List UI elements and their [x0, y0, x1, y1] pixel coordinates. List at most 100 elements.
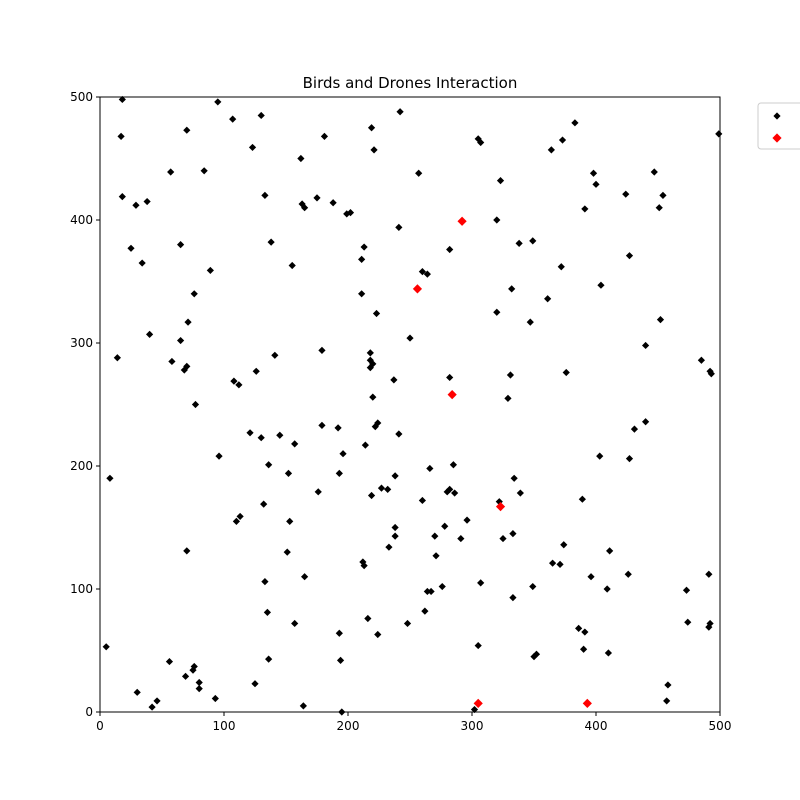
bird-point	[113, 354, 121, 362]
bird-point	[215, 452, 223, 460]
bird-point	[369, 360, 377, 368]
bird-point	[706, 367, 714, 375]
bird-point	[441, 522, 449, 530]
bird-point	[421, 607, 429, 615]
legend-marker	[772, 133, 782, 143]
bird-point	[426, 464, 434, 473]
bird-point	[291, 619, 299, 628]
bird-point	[261, 578, 269, 586]
bird-point	[229, 115, 237, 123]
bird-point	[191, 400, 200, 409]
bird-point	[318, 421, 326, 430]
bird-point	[301, 204, 309, 212]
bird-point	[374, 419, 382, 427]
bird-point	[276, 431, 284, 439]
bird-point	[470, 705, 479, 714]
bird-point	[263, 608, 271, 616]
bird-point	[320, 132, 329, 140]
bird-point	[369, 393, 377, 401]
bird-point	[180, 366, 188, 374]
drone-point	[495, 501, 506, 512]
bird-point	[684, 618, 692, 626]
bird-point	[664, 681, 672, 689]
bird-point	[396, 108, 404, 116]
y-tick-label: 400	[70, 213, 93, 227]
bird-point	[102, 643, 110, 651]
bird-point	[529, 237, 537, 245]
bird-point	[251, 680, 259, 688]
bird-point	[211, 694, 219, 703]
bird-point	[496, 177, 505, 185]
bird-point	[581, 628, 589, 636]
bird-point	[650, 168, 658, 176]
bird-point	[284, 469, 293, 477]
drone-point	[412, 284, 423, 294]
bird-point	[360, 562, 368, 570]
points-layer	[102, 95, 723, 716]
bird-point	[547, 146, 555, 154]
bird-point	[509, 530, 517, 538]
bird-point	[395, 223, 403, 231]
bird-point	[549, 559, 557, 567]
bird-point	[177, 241, 185, 249]
bird-point	[371, 423, 379, 431]
bird-point	[336, 656, 345, 664]
bird-point	[313, 194, 321, 202]
bird-point	[625, 455, 634, 463]
bird-point	[184, 318, 192, 326]
plot-area-frame	[99, 96, 721, 713]
bird-point	[581, 205, 589, 213]
bird-point	[516, 489, 524, 497]
bird-point	[625, 252, 634, 260]
bird-point	[346, 209, 355, 217]
bird-point	[477, 579, 485, 587]
bird-point	[236, 512, 244, 521]
bird-point	[556, 560, 564, 568]
bird-point	[530, 653, 538, 661]
bird-point	[603, 585, 611, 593]
bird-point	[604, 649, 612, 657]
bird-point	[406, 334, 414, 342]
bird-point	[562, 368, 570, 377]
bird-point	[457, 534, 465, 543]
bird-point	[526, 318, 534, 326]
bird-point	[372, 309, 381, 318]
bird-point	[384, 485, 392, 493]
bird-point	[335, 629, 343, 637]
bird-point	[265, 655, 273, 663]
bird-point	[587, 573, 595, 581]
bird-point	[697, 356, 705, 364]
bird-point	[246, 429, 254, 437]
bird-point	[366, 349, 374, 357]
bird-point	[415, 169, 423, 177]
bird-point	[339, 450, 347, 458]
bird-point	[133, 688, 141, 696]
bird-point	[267, 238, 275, 246]
bird-point	[361, 441, 369, 449]
bird-point	[390, 376, 398, 384]
bird-point	[148, 703, 156, 711]
bird-point	[367, 491, 376, 500]
bird-point	[589, 169, 598, 177]
bird-point	[360, 243, 368, 251]
bird-point	[596, 452, 604, 460]
bird-point	[299, 702, 307, 710]
bird-point	[655, 204, 663, 212]
bird-point	[257, 111, 265, 120]
bird-point	[558, 136, 567, 144]
bird-point	[418, 496, 426, 505]
bird-point	[118, 95, 126, 104]
bird-point	[580, 645, 588, 653]
bird-point	[189, 666, 197, 674]
bird-point	[291, 440, 299, 448]
x-tick-label: 100	[213, 719, 236, 733]
x-tick-label: 200	[337, 719, 360, 733]
bird-point	[364, 614, 372, 623]
bird-point	[167, 168, 175, 176]
bird-point	[190, 290, 198, 298]
bird-point	[335, 469, 343, 477]
bird-point	[265, 461, 273, 469]
bird-point	[597, 281, 605, 289]
bird-point	[391, 523, 399, 532]
bird-point	[153, 697, 161, 705]
